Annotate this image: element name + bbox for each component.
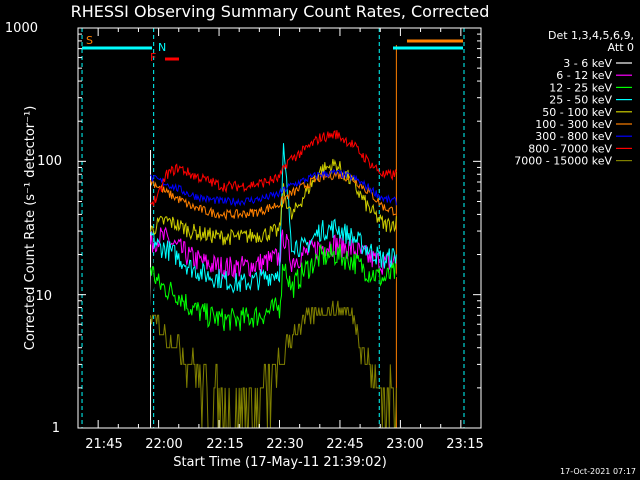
y-axis-label: Corrected Count Rate (s⁻¹ detector⁻¹) [23,106,38,351]
y-tick-label-1: 1 [52,421,60,436]
legend-label-50-100-kev: 50 - 100 keV [542,106,612,119]
legend-label-300-800-kev: 300 - 800 keV [535,130,612,143]
flag-label-f: F [150,51,156,64]
series-line-12-25-kev [150,243,397,331]
x-tick-label-2145: 21:45 [85,437,122,452]
chart-title: RHESSI Observing Summary Count Rates, Co… [71,2,490,21]
y-tick-label-10: 10 [35,289,52,304]
x-tick-label-2230: 22:30 [266,437,303,452]
series-line-7000-15000-kev [150,300,397,429]
timestamp-stamp: 17-Oct-2021 07:17 [560,467,636,476]
legend-label-12-25-kev: 12 - 25 keV [549,81,612,94]
ticks-layer [78,28,481,429]
legend-label-7000-15000-kev: 7000 - 15000 keV [514,155,612,168]
series-line-100-300-kev [150,171,397,221]
legend-header-line1: Det 1,3,4,5,6,9, [548,29,634,42]
flag-label-s: S [86,34,93,47]
legend-label-6-12-kev: 6 - 12 keV [556,69,612,82]
series-line-6-12-kev [150,226,397,280]
x-tick-label-2315: 23:15 [446,437,483,452]
series-line-300-800-kev [150,168,397,208]
y-tick-label-100: 100 [37,154,62,169]
legend-label-25-50-kev: 25 - 50 keV [549,94,612,107]
legend-header-line2: Att 0 [608,41,634,54]
x-axis-label: Start Time (17-May-11 21:39:02) [173,455,387,470]
x-tick-label-2215: 22:15 [206,437,243,452]
x-tick-label-2300: 23:00 [386,437,423,452]
series-line-800-7000-kev [150,130,397,207]
legend-label-3-6-kev: 3 - 6 keV [563,57,612,70]
x-tick-label-2200: 22:00 [145,437,182,452]
data-layer [81,28,465,429]
x-tick-label-2245: 22:45 [326,437,363,452]
flag-label-n: N [158,41,166,54]
legend-label-100-300-kev: 100 - 300 keV [535,118,612,131]
y-tick-label-1000: 1000 [5,21,38,36]
series-line-3-6-kev [149,211,398,366]
series-line-50-100-kev [150,158,397,246]
series-line-25-50-kev [150,143,397,294]
legend-label-800-7000-kev: 800 - 7000 keV [528,142,612,155]
